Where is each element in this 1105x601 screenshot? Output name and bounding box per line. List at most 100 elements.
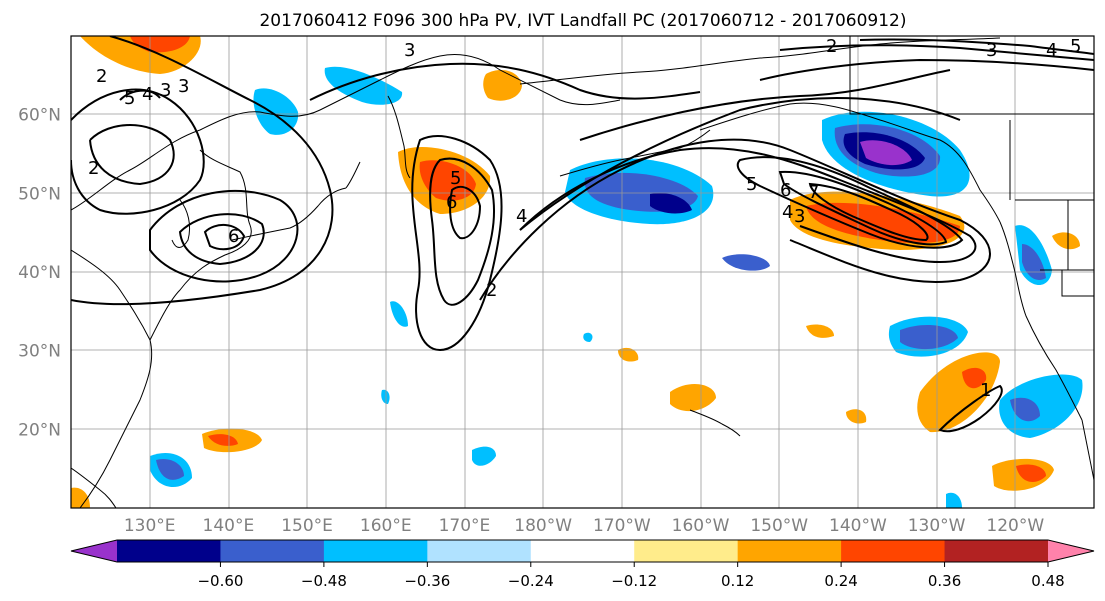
- coastlines: [71, 36, 1094, 508]
- contour-label: 6: [228, 226, 239, 247]
- colorbar: −0.60 −0.48 −0.36 −0.24 −0.12 0.12 0.24 0.36 0.4…: [70, 539, 1095, 590]
- contour-ridge-3: [736, 156, 964, 249]
- contour-ridge-2: [519, 147, 977, 264]
- coast-bc: [999, 221, 1083, 421]
- shade-blue-19b: [156, 458, 184, 480]
- longitude-label: 160°W: [672, 516, 730, 536]
- longitude-label: 140°E: [203, 516, 255, 536]
- contour-troughs-2: [429, 157, 495, 306]
- colorbar-boxes: [117, 540, 1049, 562]
- latitude-labels: 60°N 50°N 40°N 30°N 20°N: [18, 106, 61, 441]
- shade-orange-13: [618, 347, 639, 362]
- contour-label: 2: [486, 280, 497, 301]
- contour-big-1: [71, 36, 334, 306]
- contour-jp-3: [203, 224, 246, 251]
- longitude-labels: 130°E 140°E 150°E 160°E 170°E 180°W 170°W 160°W…: [124, 516, 1045, 536]
- coast-alaska-south: [699, 102, 1001, 223]
- contour-se-1: [938, 384, 1003, 433]
- contour-label: 7: [808, 182, 819, 203]
- shade-orange-8: [1052, 232, 1080, 250]
- contour-label: 3: [178, 76, 189, 97]
- contour-label: 3: [794, 206, 805, 227]
- shade-blue-20: [472, 446, 496, 466]
- coast-philippines: [71, 467, 117, 508]
- longitude-label: 130°E: [124, 516, 176, 536]
- contour-label: 4: [782, 202, 793, 223]
- shade-navy-4: [650, 192, 692, 214]
- colorbar-tick-label: 0.24: [824, 572, 857, 590]
- map-area: 2 3 5 4 3 2 6 5 6 4 2 3 2 3 4 5 5 6 7 4 …: [71, 36, 1094, 508]
- gridlines: [71, 36, 1094, 508]
- shade-orange-2: [483, 70, 522, 101]
- contour-label: 3: [986, 40, 997, 61]
- contour-top-1: [779, 44, 1094, 61]
- shade-blue-25: [583, 332, 593, 342]
- colorbar-outline: [70, 539, 1095, 563]
- map-title: 2017060412 F096 300 hPa PV, IVT Landfall…: [259, 11, 906, 31]
- longitude-label: 160°E: [360, 516, 412, 536]
- shade-blue-8b: [1022, 244, 1046, 281]
- shade-blue-10: [390, 301, 408, 327]
- shade-orange-17: [846, 409, 867, 424]
- latitude-label: 60°N: [18, 106, 61, 126]
- contour-jp-2: [178, 213, 265, 266]
- border-state-4: [1061, 270, 1094, 297]
- coast-alaska: [519, 37, 1001, 85]
- colorbar-tick-label: −0.12: [611, 572, 657, 590]
- map-frame: [70, 35, 1095, 509]
- colorbar-tick-label: 0.12: [721, 572, 754, 590]
- contour-label: 5: [746, 174, 757, 195]
- latitude-label: 20°N: [18, 420, 61, 440]
- contour-troughs-1: [411, 135, 503, 352]
- shade-orange-14: [670, 384, 716, 412]
- contour-nw-3: [119, 89, 161, 101]
- contour-label: 2: [96, 66, 107, 87]
- coast-hawaii: [689, 409, 741, 437]
- contour-ridge-4: [778, 170, 948, 246]
- colorbar-box: [323, 540, 428, 562]
- contour-big-2: [309, 62, 701, 101]
- colorbar-box: [117, 540, 221, 562]
- shade-blue-16: [999, 374, 1083, 438]
- coast-asia: [71, 54, 621, 211]
- longitude-label: 120°W: [986, 516, 1044, 536]
- shade-red-21: [1016, 464, 1046, 482]
- coast-korea: [171, 199, 191, 248]
- colorbar-box: [530, 540, 635, 562]
- contour-label: 5: [450, 168, 461, 189]
- contour-label: 6: [780, 180, 791, 201]
- longitude-label: 180°W: [514, 516, 572, 536]
- longitude-label: 170°E: [439, 516, 491, 536]
- colorbar-box: [427, 540, 532, 562]
- coast-aleutians: [559, 129, 711, 177]
- contour-label: 5: [1070, 36, 1081, 57]
- shade-blue-23: [946, 492, 962, 508]
- contour-ridge-5: [808, 182, 929, 242]
- contour-top-3: [759, 58, 1094, 81]
- contour-nw-2: [89, 124, 175, 186]
- contour-ridge-1: [479, 138, 991, 301]
- contour-label: 4: [516, 206, 527, 227]
- latitude-label: 50°N: [18, 184, 61, 204]
- shade-purple-6: [860, 140, 912, 166]
- colorbar-tick-label: 0.48: [1031, 572, 1064, 590]
- contour-ridge-7: [579, 69, 951, 141]
- contour-top-2: [859, 38, 1094, 55]
- coast-kamchatka: [387, 95, 411, 179]
- colorbar-extend-high: [1048, 540, 1094, 562]
- contour-label: 4: [142, 84, 153, 105]
- coast-asia-inner: [149, 149, 252, 341]
- shade-red-15: [962, 367, 987, 389]
- contour-label: 2: [826, 36, 837, 57]
- colorbar-tick-label: −0.36: [404, 572, 450, 590]
- colorbar-ticks: −0.60 −0.48 −0.36 −0.24 −0.12 0.12 0.24 0.36 0.4…: [197, 562, 1065, 590]
- colorbar-box: [634, 540, 739, 562]
- longitude-label: 170°W: [593, 516, 651, 536]
- colorbar-extend-low: [71, 540, 117, 562]
- shade-orange-11: [806, 324, 834, 338]
- colorbar-box: [737, 540, 842, 562]
- contour-label: 6: [446, 192, 457, 213]
- longitude-label: 150°W: [750, 516, 808, 536]
- shade-blue-9: [722, 254, 770, 271]
- shade-orange-22: [71, 487, 90, 508]
